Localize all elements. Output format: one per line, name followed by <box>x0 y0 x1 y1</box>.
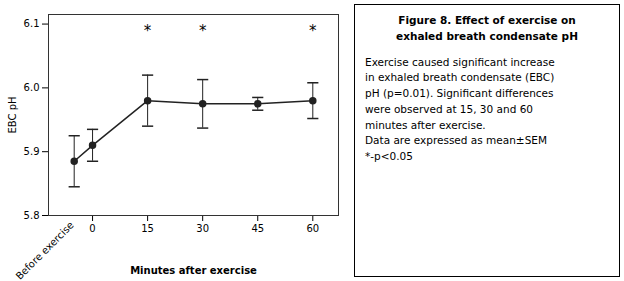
html-text:Exercise caused significant in: Exercise caused significant increase <box>365 55 555 68</box>
svg-text:Minutes after exercise: Minutes after exercise <box>130 265 257 276</box>
svg-text:60: 60 <box>306 223 319 234</box>
svg-text:30: 30 <box>196 223 209 234</box>
html-text:Figure 8. Effect of exercise o: Figure 8. Effect of exercise on <box>398 14 576 26</box>
svg-text:45: 45 <box>251 223 264 234</box>
html-text:were observed at 15, 30 and 60: were observed at 15, 30 and 60 <box>365 102 533 115</box>
svg-text:EBC pH: EBC pH <box>7 96 18 133</box>
svg-text:5.8: 5.8 <box>24 210 40 221</box>
svg-text:*: * <box>144 22 152 40</box>
html-text:minutes after exercise.: minutes after exercise. <box>365 118 486 131</box>
html-text:pH (p=0.01). Significant diffe: pH (p=0.01). Significant differences <box>365 87 554 99</box>
html-text:Data are expressed as mean±SEM: Data are expressed as mean±SEM <box>365 134 547 147</box>
svg-text:Before exercise: Before exercise <box>14 219 76 281</box>
svg-text:15: 15 <box>141 223 154 234</box>
html-text:*-p<0.05: *-p<0.05 <box>365 150 413 162</box>
html-text:exhaled breath condensate pH: exhaled breath condensate pH <box>396 29 578 42</box>
svg-text:6.1: 6.1 <box>24 18 40 29</box>
svg-text:6.0: 6.0 <box>24 82 40 93</box>
svg-text:5.9: 5.9 <box>24 146 40 157</box>
svg-text:0: 0 <box>89 223 95 234</box>
html-text:in exhaled breath condensate (: in exhaled breath condensate (EBC) <box>365 71 555 84</box>
svg-text:*: * <box>199 22 207 40</box>
svg-text:*: * <box>309 22 317 40</box>
